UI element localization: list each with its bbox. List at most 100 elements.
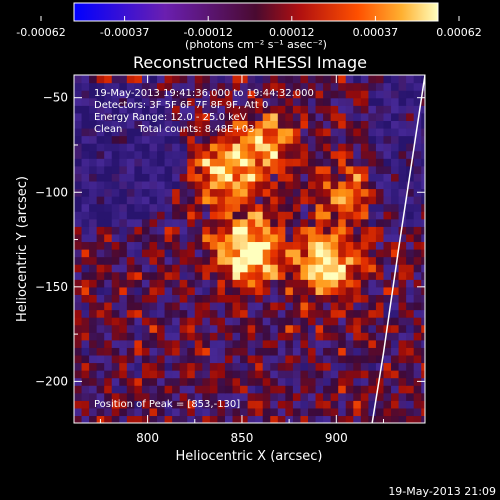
heatmap-cell	[187, 180, 196, 190]
heatmap-cell	[232, 75, 241, 84]
heatmap-cell	[224, 203, 234, 212]
heatmap-cell	[89, 82, 98, 91]
heatmap-cell	[89, 256, 98, 265]
heatmap-cell	[398, 362, 407, 371]
heatmap-cell	[202, 415, 211, 423]
heatmap-cell	[300, 241, 309, 250]
heatmap-cell	[308, 173, 317, 182]
heatmap-cell	[285, 354, 294, 364]
heatmap-cell	[224, 75, 234, 84]
heatmap-cell	[345, 75, 354, 84]
heatmap-cell	[187, 233, 196, 243]
heatmap-cell	[315, 370, 324, 379]
heatmap-cell	[164, 82, 173, 91]
heatmap-cell	[406, 279, 415, 288]
heatmap-cell	[81, 188, 90, 197]
heatmap-cell	[247, 370, 256, 379]
heatmap-cell	[315, 233, 324, 243]
heatmap-cell	[134, 392, 143, 401]
heatmap-cell	[360, 90, 369, 99]
heatmap-cell	[232, 158, 241, 167]
heatmap-cell	[285, 400, 294, 409]
heatmap-cell	[285, 339, 294, 348]
heatmap-cell	[292, 385, 302, 394]
heatmap-cell	[172, 347, 181, 356]
heatmap-cell	[323, 165, 332, 174]
heatmap-cell	[157, 256, 166, 265]
heatmap-cell	[194, 173, 203, 182]
heatmap-cell	[89, 400, 98, 409]
heatmap-cell	[338, 241, 347, 250]
heatmap-cell	[134, 354, 143, 364]
heatmap-cell	[179, 143, 188, 152]
heatmap-cell	[149, 354, 158, 364]
heatmap-cell	[164, 196, 173, 205]
heatmap-cell	[224, 301, 234, 311]
heatmap-cell	[224, 158, 234, 167]
heatmap-cell	[413, 392, 422, 401]
heatmap-cell	[111, 97, 120, 106]
heatmap-cell	[406, 354, 415, 364]
heatmap-cell	[262, 301, 271, 311]
heatmap-cell	[119, 165, 128, 174]
heatmap-cell	[368, 400, 377, 409]
heatmap-cell	[345, 332, 354, 341]
heatmap-cell	[406, 105, 415, 114]
heatmap-cell	[96, 90, 105, 99]
heatmap-cell	[398, 407, 407, 417]
heatmap-cell	[232, 226, 241, 235]
heatmap-cell	[360, 75, 369, 84]
heatmap-cell	[232, 97, 241, 106]
heatmap-cell	[315, 218, 324, 227]
x-tick-label: 900	[325, 431, 348, 445]
heatmap-cell	[292, 90, 302, 99]
heatmap-cell	[285, 90, 294, 99]
heatmap-cell	[255, 158, 264, 167]
heatmap-cell	[353, 317, 362, 326]
heatmap-cell	[89, 150, 98, 159]
heatmap-cell	[262, 332, 271, 341]
heatmap-cell	[149, 385, 158, 394]
heatmap-cell	[413, 173, 422, 182]
heatmap-cell	[323, 264, 332, 273]
heatmap-cell	[345, 165, 354, 174]
heatmap-cell	[285, 407, 294, 417]
heatmap-cell	[353, 294, 362, 303]
heatmap-cell	[194, 249, 203, 258]
heatmap-cell	[323, 347, 332, 356]
heatmap-cell	[413, 370, 422, 379]
heatmap-cell	[247, 301, 256, 311]
heatmap-cell	[74, 82, 83, 91]
heatmap-cell	[96, 249, 105, 258]
heatmap-cell	[157, 271, 166, 280]
heatmap-cell	[383, 226, 392, 235]
heatmap-cell	[398, 97, 407, 106]
heatmap-cell	[187, 324, 196, 333]
heatmap-cell	[187, 82, 196, 91]
heatmap-cell	[398, 392, 407, 401]
heatmap-cell	[323, 188, 332, 197]
heatmap-cell	[194, 415, 203, 423]
heatmap-cell	[330, 249, 339, 258]
heatmap-cell	[194, 279, 203, 288]
heatmap-cell	[413, 264, 422, 273]
heatmap-cell	[134, 317, 143, 326]
heatmap-cell	[149, 90, 158, 99]
colorbar-ticks: -0.00062 -0.00037 -0.00012 0.00012 0.00037 0.…	[16, 16, 482, 39]
heatmap-cell	[179, 294, 188, 303]
heatmap-cell	[209, 286, 219, 295]
heatmap-cell	[398, 135, 407, 144]
heatmap-cell	[277, 233, 286, 243]
heatmap-cell	[209, 249, 219, 258]
heatmap-cell	[224, 377, 234, 386]
heatmap-cell	[179, 82, 188, 91]
heatmap-cell	[353, 332, 362, 341]
heatmap-cell	[224, 256, 234, 265]
heatmap-cell	[111, 249, 120, 258]
heatmap-cell	[126, 324, 135, 333]
heatmap-image	[74, 75, 425, 423]
heatmap-cell	[277, 218, 286, 227]
heatmap-cell	[119, 150, 128, 159]
heatmap-cell	[300, 226, 309, 235]
